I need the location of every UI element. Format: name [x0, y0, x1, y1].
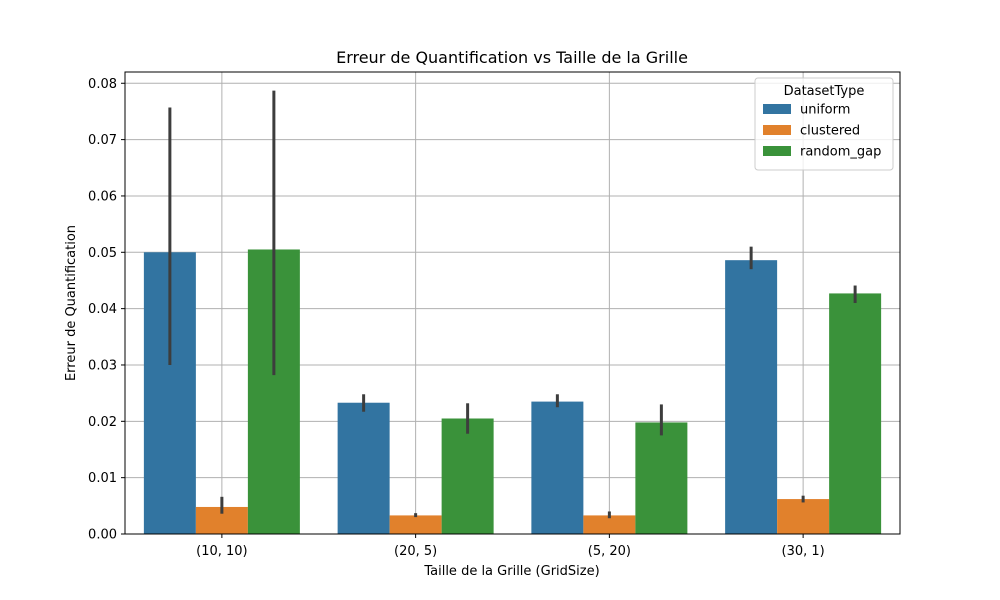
x-axis: (10, 10) (20, 5) (5, 20) (30, 1) [196, 534, 825, 559]
x-tick-label: (20, 5) [394, 544, 437, 559]
legend-swatch-clustered [763, 125, 791, 135]
bar-clustered [583, 515, 636, 534]
bar-random_gap [441, 418, 494, 534]
plot-frame [124, 71, 901, 535]
bar-uniform [337, 402, 390, 534]
bar-uniform [531, 401, 584, 534]
y-tick-label: 0.04 [88, 302, 117, 317]
y-tick-label: 0.03 [88, 358, 117, 373]
legend-swatch-random_gap [763, 146, 791, 156]
chart-title: Erreur de Quantification vs Taille de la… [336, 48, 688, 67]
y-tick-label: 0.01 [88, 471, 117, 486]
legend-label-uniform: uniform [800, 103, 850, 118]
y-tick-label: 0.07 [88, 133, 117, 148]
x-tick-label: (10, 10) [196, 544, 248, 559]
bar-uniform [725, 260, 778, 534]
legend-swatch-uniform [763, 104, 791, 114]
legend-label-clustered: clustered [800, 124, 860, 139]
y-tick-label: 0.08 [88, 77, 117, 92]
bar-clustered [777, 499, 830, 534]
bars [143, 249, 882, 535]
y-tick-label: 0.06 [88, 189, 117, 204]
legend-items: uniform clustered random_gap [763, 103, 881, 160]
bar-random_gap [635, 422, 688, 534]
y-tick-label: 0.00 [88, 528, 117, 543]
y-tick-label: 0.02 [88, 415, 117, 430]
bar-random_gap [829, 293, 882, 534]
bar-clustered [389, 515, 442, 534]
legend: DatasetType uniform clustered random_gap [754, 77, 894, 171]
y-axis-title: Erreur de Quantification [64, 225, 79, 381]
x-axis-title: Taille de la Grille (GridSize) [423, 564, 599, 579]
y-tick-label: 0.05 [88, 246, 117, 261]
y-axis: 0.00 0.01 0.02 0.03 0.04 0.05 0.06 0.07 0.08 [88, 77, 125, 543]
x-tick-label: (30, 1) [782, 544, 825, 559]
legend-label-random_gap: random_gap [800, 145, 881, 160]
error-bars [168, 90, 857, 519]
x-tick-label: (5, 20) [588, 544, 631, 559]
legend-title: DatasetType [784, 84, 865, 99]
